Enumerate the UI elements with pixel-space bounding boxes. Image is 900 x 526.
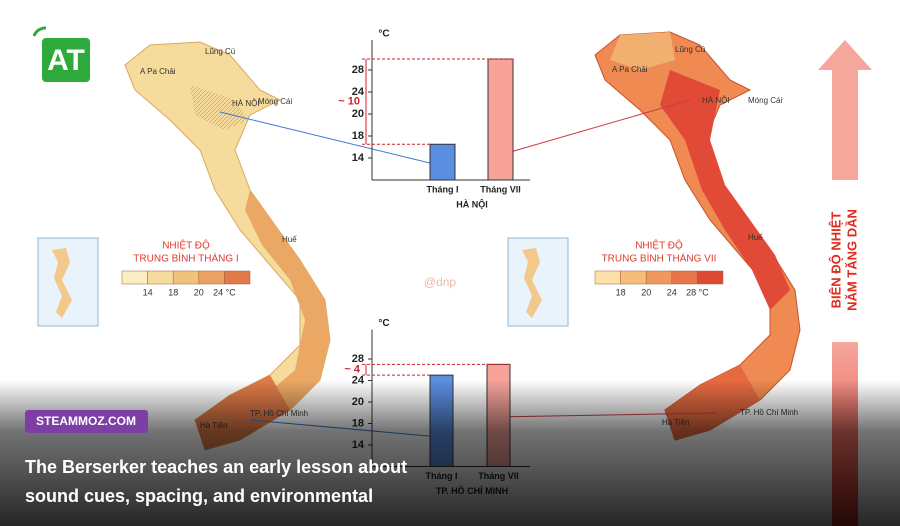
legend-label: 20 (194, 287, 204, 297)
unit-label: °C (378, 318, 389, 329)
place-label: Huế (282, 235, 297, 244)
caption-line: sound cues, spacing, and environmental (25, 486, 373, 506)
legend-label: 18 (616, 287, 626, 297)
legend-swatch (121, 270, 148, 285)
y-tick-label: 20 (352, 108, 364, 120)
legend-swatch (671, 270, 698, 285)
legend-swatch (147, 270, 174, 285)
place-label: Lũng Cú (205, 47, 235, 56)
legend-swatch (224, 270, 251, 285)
annotation: ~ 10 (338, 96, 360, 108)
leader-line (219, 111, 439, 166)
legend-swatch (697, 270, 724, 285)
y-tick-label: 28 (352, 353, 364, 365)
watermark: @dnp (424, 275, 457, 289)
annotation: ~ 4 (344, 364, 360, 376)
badge (25, 410, 148, 433)
leader-line (499, 99, 691, 156)
legend-swatch (620, 270, 647, 285)
legend-label: 20 (641, 287, 651, 297)
caption-shade (0, 380, 900, 526)
legend-swatch (645, 270, 673, 285)
legend-label: 28 °C (686, 287, 709, 297)
legend-label: 18 (168, 287, 178, 297)
place-label: Lũng Cú (675, 45, 705, 54)
place-label: HÀ NỘI (232, 99, 260, 108)
place-label: Móng Cái (748, 96, 782, 105)
badge-text: STEAMMOZ.COM (36, 414, 136, 428)
legend-label: 24 °C (213, 287, 236, 297)
y-tick-label: 14 (352, 152, 365, 164)
logo: AT (32, 26, 90, 82)
legend-swatch (198, 270, 225, 285)
caption-line: The Berserker teaches an early lesson ab… (25, 457, 407, 477)
bar (429, 143, 456, 181)
bar (487, 58, 514, 181)
x-tick-label: Tháng I (427, 184, 459, 194)
place-label: Móng Cái (258, 97, 292, 106)
legend-title: NHIỆT ĐỘ (635, 239, 683, 252)
legend-title: TRUNG BÌNH THÁNG VII (602, 252, 717, 265)
side-label: BIÊN ĐỘ NHIỆT (828, 212, 843, 309)
y-tick-label: 24 (352, 86, 365, 98)
unit-label: °C (378, 29, 389, 40)
logo-text: AT (47, 44, 85, 77)
x-tick-label: Tháng VII (480, 184, 521, 194)
legend-swatch (172, 270, 200, 285)
legend-label: 24 (667, 287, 677, 297)
y-tick-label: 28 (352, 64, 364, 76)
city-label: HÀ NỘI (456, 198, 488, 209)
inset-map (37, 237, 99, 327)
legend-swatch (594, 270, 621, 285)
inset-map (507, 237, 569, 327)
legend-title: TRUNG BÌNH THÁNG I (133, 252, 238, 265)
legend-title: NHIỆT ĐỘ (162, 239, 210, 252)
place-label: A Pa Chải (612, 65, 648, 74)
legend-label: 14 (143, 287, 153, 297)
side-label: NĂM TĂNG DẦN (844, 209, 859, 311)
place-label: Huế (748, 233, 763, 242)
y-tick-label: 18 (352, 130, 364, 142)
place-label: A Pa Chải (140, 67, 176, 76)
place-label: HÀ NỘI (702, 96, 730, 105)
